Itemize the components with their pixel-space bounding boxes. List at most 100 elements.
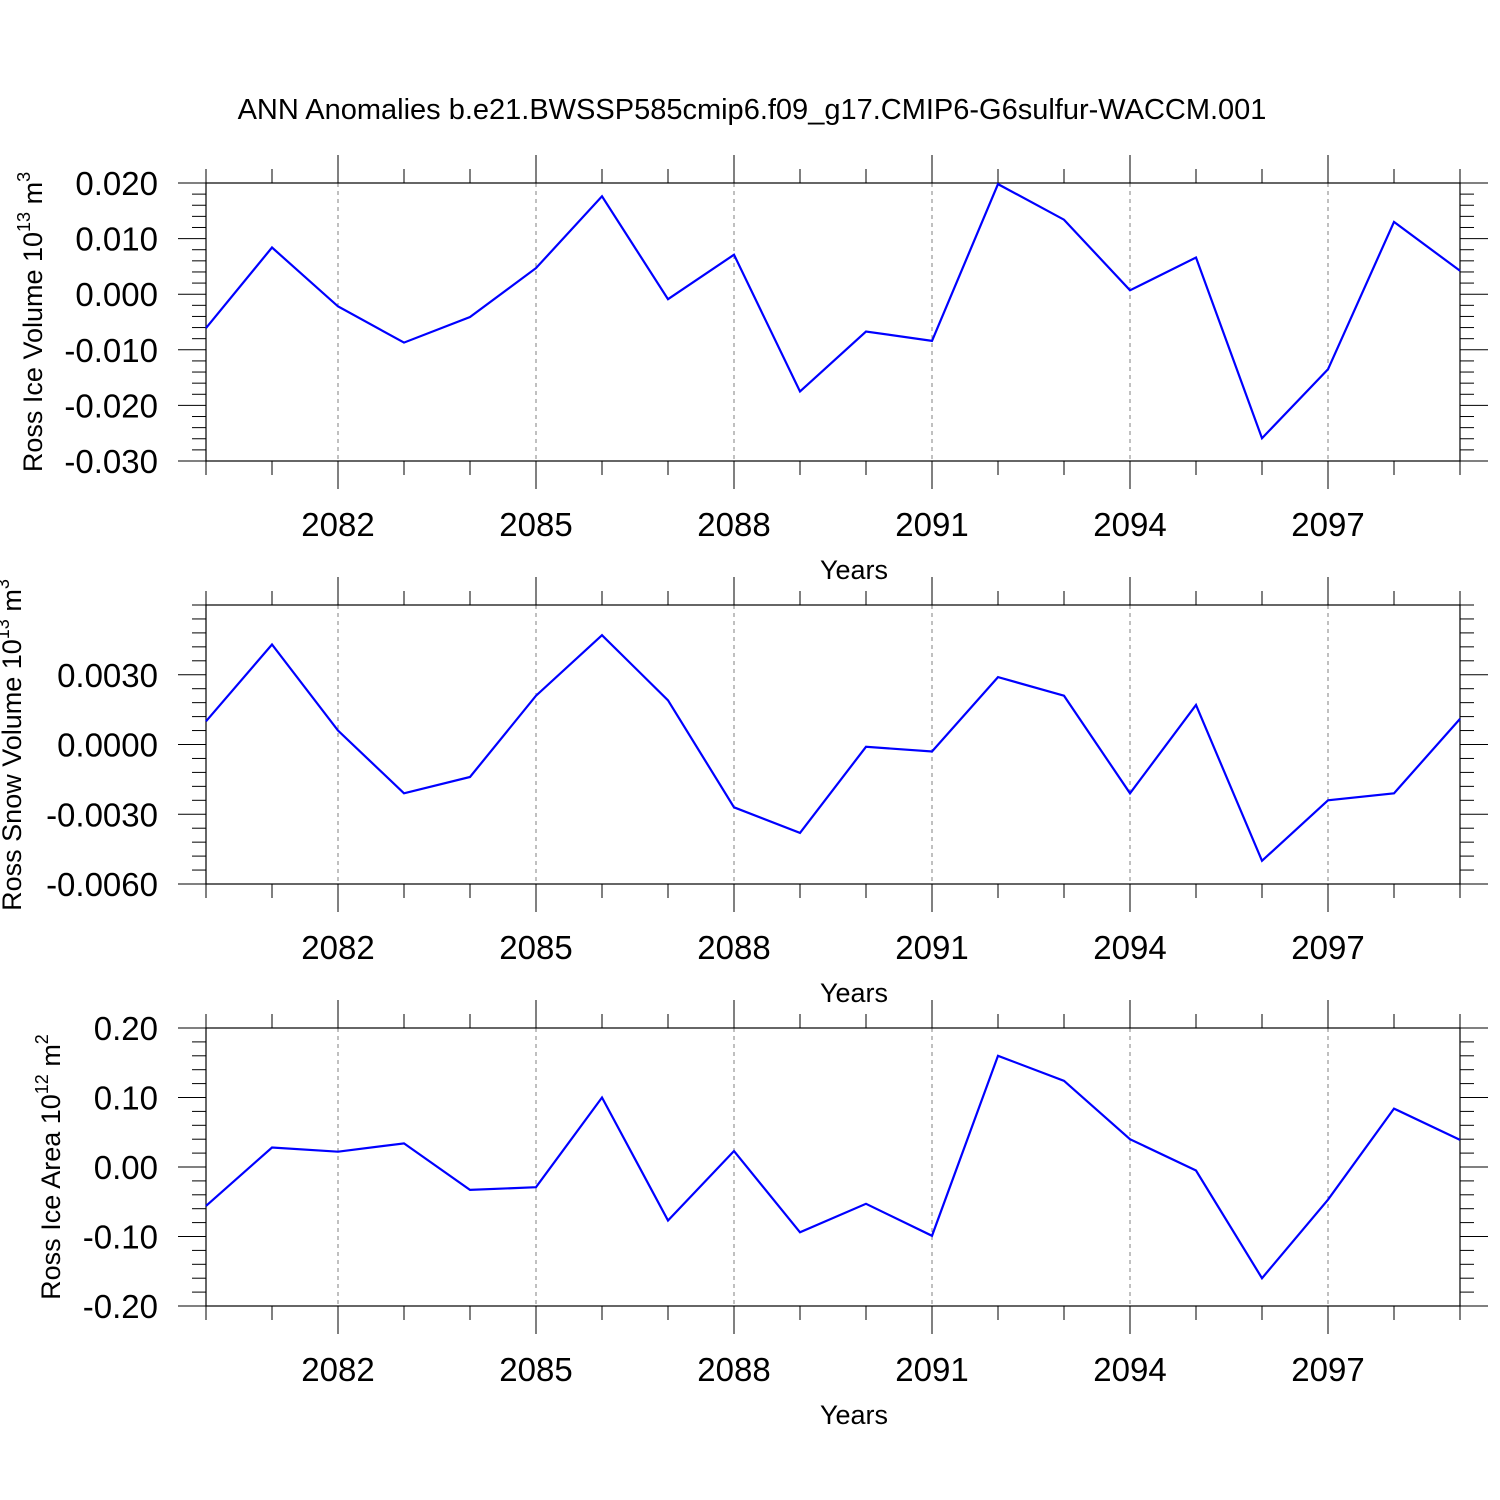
data-point — [1195, 1169, 1197, 1171]
x-tick-label: 2097 — [1291, 929, 1364, 966]
plot-frame — [205, 604, 1461, 885]
data-point — [337, 730, 339, 732]
x-tick-label: 2082 — [301, 506, 374, 543]
y-tick-label: -0.10 — [83, 1219, 158, 1256]
x-tick-label: 2082 — [301, 929, 374, 966]
figure-title: ANN Anomalies b.e21.BWSSP585cmip6.f09_g1… — [238, 94, 1267, 126]
x-axis-label: Years — [820, 1400, 888, 1430]
series-line — [205, 633, 1461, 863]
data-point — [205, 1205, 207, 1207]
data-point — [1393, 792, 1395, 794]
data-point — [601, 195, 603, 197]
panel-3: 2082 2085 2088 2091 2094 2097 Years -0.20 -0.10 0… — [32, 1000, 1488, 1430]
series-line — [205, 1054, 1461, 1281]
data-point — [865, 1203, 867, 1205]
data-point — [403, 792, 405, 794]
data-point — [205, 327, 207, 329]
data-point — [1195, 704, 1197, 706]
x-tick-label: 2097 — [1291, 1351, 1364, 1388]
y-tick-label: -0.20 — [83, 1288, 158, 1325]
data-point — [1327, 1199, 1329, 1201]
data-point — [931, 750, 933, 752]
y-tick-label: 0.0030 — [57, 657, 158, 694]
data-point — [403, 1142, 405, 1144]
data-point — [1327, 799, 1329, 801]
data-point — [535, 695, 537, 697]
y-tick-label: -0.030 — [64, 443, 158, 480]
data-point — [1195, 257, 1197, 259]
data-point — [403, 342, 405, 344]
data-point — [1063, 1080, 1065, 1082]
data-point — [1129, 792, 1131, 794]
y-tick-label: 0.00 — [94, 1149, 158, 1186]
x-tick-label: 2088 — [697, 506, 770, 543]
x-axis-label: Years — [820, 555, 888, 585]
data-point — [1261, 437, 1263, 439]
data-point — [535, 267, 537, 269]
data-point — [535, 1186, 537, 1188]
y-tick-label: -0.020 — [64, 387, 158, 424]
y-tick-label: -0.010 — [64, 332, 158, 369]
data-point — [1393, 1108, 1395, 1110]
y-tick-label: 0.020 — [75, 165, 158, 202]
data-point — [931, 340, 933, 342]
data-point — [271, 644, 273, 646]
plot-frame — [205, 1027, 1461, 1307]
y-axis-label: Ross Ice Volume 1013 m3 — [14, 172, 48, 472]
x-tick-label: 2085 — [499, 929, 572, 966]
x-tick-label: 2091 — [895, 1351, 968, 1388]
data-point — [469, 1189, 471, 1191]
data-point — [667, 699, 669, 701]
data-point — [469, 776, 471, 778]
x-tick-label: 2094 — [1093, 929, 1166, 966]
data-point — [337, 1151, 339, 1153]
x-tick-label: 2091 — [895, 506, 968, 543]
data-point — [931, 1235, 933, 1237]
y-tick-label: 0.010 — [75, 221, 158, 258]
y-tick-label: 0.0000 — [57, 727, 158, 764]
y-axis-label: Ross Ice Area 1012 m2 — [32, 1034, 66, 1300]
data-point — [1063, 219, 1065, 221]
data-point — [799, 391, 801, 393]
x-tick-label: 2091 — [895, 929, 968, 966]
data-point — [1459, 718, 1461, 720]
x-tick-label: 2085 — [499, 506, 572, 543]
data-point — [1327, 368, 1329, 370]
data-point — [1459, 270, 1461, 272]
data-point — [1063, 695, 1065, 697]
data-point — [997, 183, 999, 185]
y-axis-label: Ross Snow Volume 1013 m3 — [0, 579, 27, 911]
data-point — [733, 1150, 735, 1152]
data-point — [799, 832, 801, 834]
data-point — [865, 330, 867, 332]
panel-1: 2082 2085 2088 2091 2094 2097 Years -0.030 -0.02… — [14, 155, 1488, 585]
y-tick-label: 0.10 — [94, 1080, 158, 1117]
x-tick-label: 2094 — [1093, 506, 1166, 543]
data-point — [271, 246, 273, 248]
data-point — [865, 746, 867, 748]
data-point — [337, 305, 339, 307]
data-point — [1129, 1138, 1131, 1140]
x-tick-label: 2088 — [697, 929, 770, 966]
data-point — [271, 1147, 273, 1149]
data-point — [469, 316, 471, 318]
panels: 2082 2085 2088 2091 2094 2097 Years -0.030 -0.02… — [0, 155, 1488, 1430]
data-point — [1261, 1277, 1263, 1279]
data-point — [1459, 1139, 1461, 1141]
data-point — [997, 676, 999, 678]
data-point — [667, 1220, 669, 1222]
x-tick-label: 2088 — [697, 1351, 770, 1388]
x-tick-label: 2094 — [1093, 1351, 1166, 1388]
series-line — [205, 182, 1461, 441]
data-point — [601, 1097, 603, 1099]
data-point — [1129, 289, 1131, 291]
data-point — [799, 1231, 801, 1233]
panel-2: 2082 2085 2088 2091 2094 2097 Years -0.0060 -0.0… — [0, 577, 1488, 1008]
data-point — [733, 806, 735, 808]
x-axis-label: Years — [820, 978, 888, 1008]
y-tick-label: -0.0030 — [46, 796, 158, 833]
data-point — [1261, 860, 1263, 862]
data-point — [733, 254, 735, 256]
x-tick-label: 2085 — [499, 1351, 572, 1388]
